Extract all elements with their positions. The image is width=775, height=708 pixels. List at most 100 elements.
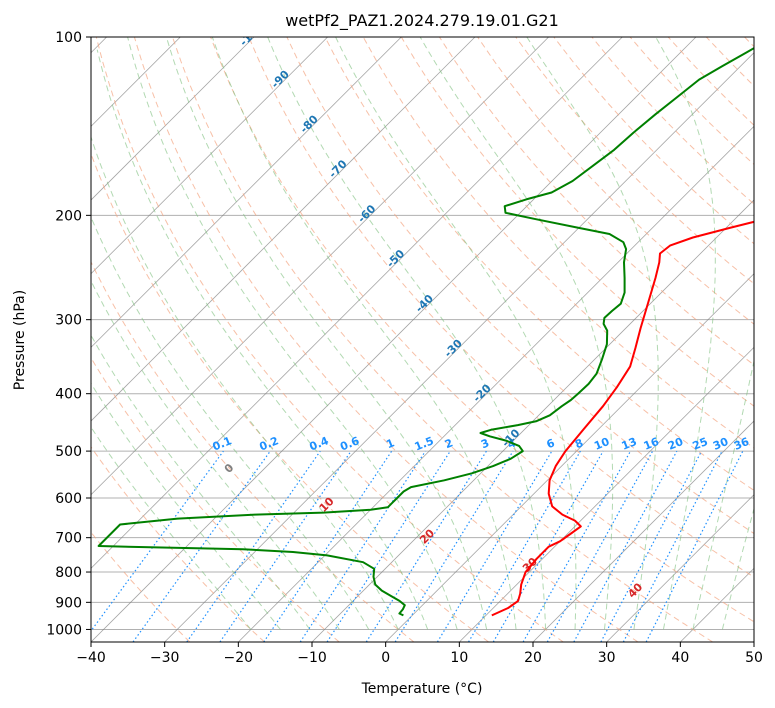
isotherm-line bbox=[532, 420, 754, 642]
isotherm-line bbox=[385, 273, 754, 642]
dry-adiabat-line bbox=[91, 260, 415, 642]
isotherm-line bbox=[91, 37, 623, 569]
isotherm-line bbox=[459, 346, 754, 642]
dry-adiabat-line bbox=[515, 37, 754, 285]
mixing-ratio-line bbox=[600, 450, 703, 642]
isotherm-line bbox=[91, 37, 697, 642]
x-tick-label: 50 bbox=[745, 650, 763, 666]
isotherm-label: -20 bbox=[470, 381, 493, 404]
y-tick-label: 500 bbox=[55, 444, 82, 460]
dry-adiabat-line bbox=[248, 37, 754, 578]
isotherm-line bbox=[91, 37, 328, 275]
mixing-ratio-line bbox=[326, 450, 451, 642]
moist-adiabat-line bbox=[267, 37, 547, 630]
isotherm-label: -100 bbox=[237, 20, 266, 49]
mixing-ratio-label: 10 bbox=[592, 435, 611, 453]
dry-adiabat-line bbox=[477, 37, 754, 325]
mixing-ratio-label: 25 bbox=[691, 435, 710, 453]
dewpoint-line bbox=[97, 46, 754, 617]
dry-adiabat-line bbox=[629, 37, 754, 166]
isotherm-label: -80 bbox=[298, 112, 321, 135]
moist-adiabat-line bbox=[91, 279, 340, 630]
dry-adiabat-line bbox=[744, 37, 754, 48]
y-tick-label: 800 bbox=[55, 565, 82, 581]
mixing-ratio-label: 1 bbox=[384, 436, 396, 451]
isotherm-label: -60 bbox=[355, 202, 378, 225]
x-tick-label: −40 bbox=[76, 650, 106, 666]
isotherm-label: -40 bbox=[413, 292, 436, 315]
moist-adiabat-line bbox=[335, 37, 577, 630]
chart-title: wetPf2_PAZ1.2024.279.19.01.G21 bbox=[285, 11, 559, 31]
mixing-ratio-line bbox=[394, 450, 514, 642]
mixing-ratio-line bbox=[436, 450, 553, 642]
isotherm-line bbox=[238, 125, 754, 642]
mixing-ratio-line bbox=[546, 450, 654, 642]
y-tick-label: 900 bbox=[55, 595, 82, 611]
moist-adiabat-line bbox=[91, 135, 399, 630]
isotherm-line bbox=[753, 641, 754, 642]
mixing-ratio-line bbox=[263, 450, 393, 642]
background-lines bbox=[91, 37, 754, 642]
moist-adiabat-line bbox=[419, 37, 614, 630]
y-tick-label: 100 bbox=[55, 30, 82, 46]
dry-adiabat-line bbox=[324, 37, 754, 491]
y-tick-label: 600 bbox=[55, 491, 82, 507]
y-tick-label: 1000 bbox=[46, 622, 82, 638]
isotherm-label: -30 bbox=[442, 337, 465, 360]
dry-adiabat-line bbox=[172, 37, 713, 642]
dry-adiabat-line bbox=[591, 37, 754, 205]
mixing-ratio-label: 6 bbox=[545, 436, 557, 451]
dry-adiabat-line bbox=[95, 37, 564, 642]
moist-adiabat-line bbox=[127, 37, 458, 630]
mixing-ratio-line bbox=[365, 450, 487, 642]
isotherm-line bbox=[91, 37, 549, 496]
dry-adiabat-line bbox=[91, 446, 265, 642]
x-tick-label: −10 bbox=[297, 650, 327, 666]
y-tick-label: 700 bbox=[55, 531, 82, 547]
isotherm-line bbox=[164, 52, 754, 642]
mixing-ratio-line bbox=[299, 450, 426, 642]
x-tick-label: −30 bbox=[150, 650, 180, 666]
moist-adiabat-line bbox=[526, 37, 659, 630]
isotherm-line bbox=[606, 494, 754, 642]
moist-adiabat-line bbox=[721, 506, 754, 630]
mixing-ratio-line bbox=[467, 450, 581, 642]
mixing-ratio-label: 2 bbox=[443, 436, 455, 451]
y-tick-label: 300 bbox=[55, 313, 82, 329]
dry-adiabat-line bbox=[210, 37, 754, 623]
dry-adiabat-label: 0 bbox=[222, 461, 237, 476]
mixing-ratio-line bbox=[522, 450, 632, 642]
mixing-ratio-label: 16 bbox=[642, 435, 661, 453]
dry-adiabat-label: 40 bbox=[625, 580, 645, 600]
moist-adiabat-line bbox=[91, 426, 252, 630]
mixing-ratio-line bbox=[645, 450, 744, 642]
dry-adiabat-line bbox=[553, 37, 754, 245]
dry-adiabat-line bbox=[667, 37, 754, 126]
x-tick-label: 20 bbox=[524, 650, 542, 666]
mixing-ratio-line bbox=[219, 450, 352, 642]
x-tick-label: 0 bbox=[381, 650, 390, 666]
isotherm-line bbox=[680, 567, 754, 642]
x-axis-label: Temperature (°C) bbox=[361, 681, 483, 697]
isotherm-line bbox=[91, 37, 255, 201]
isotherm-label: -50 bbox=[384, 247, 407, 270]
plot-frame bbox=[90, 36, 755, 643]
mixing-ratio-line bbox=[186, 450, 321, 642]
mixing-ratio-label: 30 bbox=[711, 435, 730, 453]
x-tick-label: 10 bbox=[450, 650, 468, 666]
moist-adiabat-line bbox=[692, 358, 754, 630]
mixing-ratio-label: 36 bbox=[732, 435, 751, 453]
isotherm-label: -70 bbox=[326, 157, 349, 180]
isotherm-line bbox=[91, 37, 402, 348]
dry-adiabat-line bbox=[286, 37, 754, 535]
y-tick-label: 200 bbox=[55, 208, 82, 224]
mixing-ratio-label: 20 bbox=[666, 435, 685, 453]
moist-adiabat-line bbox=[91, 334, 311, 630]
moist-adiabat-line bbox=[91, 215, 370, 630]
moist-adiabat-line bbox=[655, 37, 716, 630]
moist-adiabat-line bbox=[96, 49, 429, 630]
temperature-line bbox=[491, 220, 754, 617]
moist-adiabat-line bbox=[211, 37, 517, 630]
dry-adiabat-line bbox=[91, 531, 191, 642]
dry-adiabat-line bbox=[91, 356, 340, 642]
